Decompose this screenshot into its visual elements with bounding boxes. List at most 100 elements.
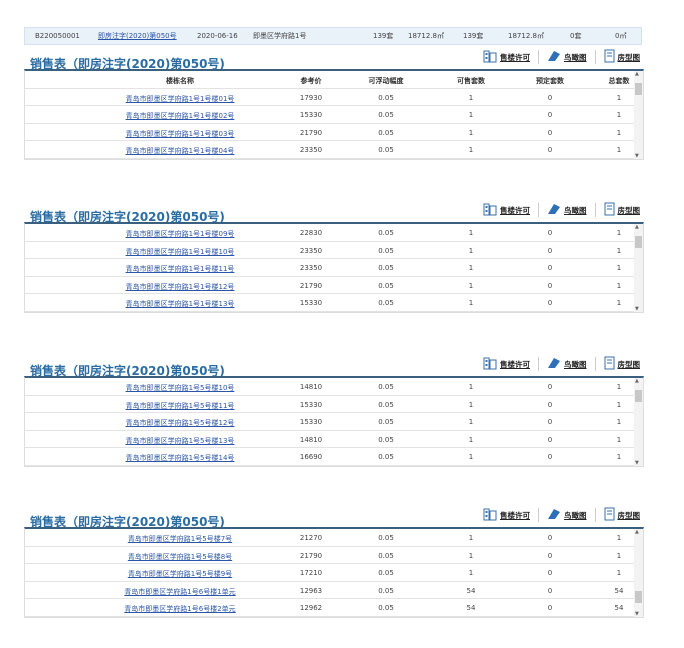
- building-link[interactable]: 青岛市即墨区学府路1号5号楼12号: [125, 419, 235, 427]
- table-row: 青岛市即墨区学府路1号1号楼12号 21790 0.05 1 0 1: [25, 277, 643, 294]
- available-count: 1: [468, 281, 474, 290]
- document-icon: [604, 202, 615, 218]
- divider: [538, 508, 539, 522]
- sales-table: 青岛市即墨区学府路1号5号楼7号 21270 0.05 1 0 1 青岛市即墨区学府路1号5…: [24, 527, 644, 618]
- scroll-up-icon[interactable]: ▲: [635, 224, 639, 230]
- available-count: 1: [468, 551, 474, 560]
- building-link[interactable]: 青岛市即墨区学府路1号1号楼02号: [125, 112, 235, 120]
- document-icon: [604, 356, 615, 372]
- building-link[interactable]: 青岛市即墨区学府路1号1号楼13号: [125, 300, 235, 308]
- float-range: 0.05: [378, 281, 394, 290]
- building-link[interactable]: 青岛市即墨区学府路1号1号楼09号: [125, 230, 235, 238]
- aerial-view-button[interactable]: 鸟瞰图: [547, 508, 587, 522]
- header-total-count: 总套数: [608, 77, 630, 85]
- scroll-up-icon[interactable]: ▲: [635, 71, 639, 77]
- building-link[interactable]: 青岛市即墨区学府路1号1号楼04号: [125, 147, 235, 155]
- scroll-thumb[interactable]: [635, 591, 642, 603]
- reserved-count: 0: [547, 146, 553, 154]
- scrollbar[interactable]: ▲ ▼: [634, 378, 643, 466]
- scroll-down-icon[interactable]: ▼: [635, 305, 639, 312]
- building-link[interactable]: 青岛市即墨区学府路1号1号楼01号: [125, 94, 235, 103]
- floor-plan-button[interactable]: 房型图: [604, 507, 640, 523]
- reserved-count: 0: [547, 418, 553, 426]
- aerial-view-button[interactable]: 鸟瞰图: [547, 203, 587, 217]
- aerial-view-button[interactable]: 鸟瞰图: [547, 50, 587, 64]
- reference-price: 14810: [299, 435, 323, 444]
- available-count: 1: [468, 453, 474, 461]
- total-count: 1: [616, 93, 622, 102]
- building-link[interactable]: 青岛市即墨区学府路1号1号楼12号: [125, 282, 235, 291]
- reserved-count: 0: [547, 281, 553, 290]
- float-range: 0.05: [378, 146, 394, 154]
- section-title: 销售表（即房注字(2020)第050号): [30, 515, 225, 529]
- available-sets: 139套: [463, 32, 484, 40]
- table-row: 青岛市即墨区学府路1号5号楼11号 15330 0.05 1 0 1: [25, 396, 643, 413]
- building-link[interactable]: 青岛市即墨区学府路1号5号楼8号: [127, 552, 233, 561]
- reference-price: 12962: [299, 604, 323, 612]
- building-link[interactable]: 青岛市即墨区学府路1号5号楼7号: [127, 535, 233, 543]
- scroll-up-icon[interactable]: ▲: [635, 378, 639, 384]
- sales-permit-button[interactable]: 售楼许可: [483, 508, 530, 523]
- floor-plan-button[interactable]: 房型图: [604, 202, 640, 218]
- reserved-count: 0: [547, 453, 553, 461]
- table-row: 青岛市即墨区学府路1号1号楼04号 23350 0.05 1 0 1: [25, 141, 643, 159]
- building-link[interactable]: 青岛市即墨区学府路1号5号楼14号: [125, 454, 235, 462]
- building-link[interactable]: 青岛市即墨区学府路1号6号楼2单元: [124, 605, 236, 613]
- scroll-down-icon[interactable]: ▼: [635, 152, 639, 159]
- reference-price: 22830: [299, 229, 323, 237]
- scroll-thumb[interactable]: [635, 236, 642, 248]
- available-area: 18712.8㎡: [508, 32, 544, 40]
- building-icon: [483, 357, 497, 372]
- float-range: 0.05: [378, 435, 394, 444]
- total-count: 1: [616, 246, 622, 255]
- sales-permit-button[interactable]: 售楼许可: [483, 50, 530, 65]
- building-link[interactable]: 青岛市即墨区学府路1号5号楼11号: [125, 401, 235, 410]
- float-range: 0.05: [378, 299, 394, 307]
- divider: [594, 50, 596, 64]
- available-count: 1: [468, 534, 474, 542]
- total-count: 1: [616, 400, 622, 409]
- divider: [594, 203, 596, 217]
- scrollbar[interactable]: ▲ ▼: [634, 71, 643, 159]
- table-row: 青岛市即墨区学府路1号1号楼03号 21790 0.05 1 0 1: [25, 124, 643, 141]
- total-count: 1: [616, 229, 622, 237]
- reserved-count: 0: [547, 128, 553, 137]
- sales-permit-button[interactable]: 售楼许可: [483, 203, 530, 218]
- reserved-count: 0: [547, 93, 553, 102]
- sales-permit-button[interactable]: 售楼许可: [483, 357, 530, 372]
- permit-link[interactable]: 即房注字(2020)第050号: [98, 32, 177, 40]
- building-link[interactable]: 青岛市即墨区学府路1号6号楼1单元: [124, 587, 236, 596]
- total-count: 1: [616, 264, 622, 272]
- aerial-view-button[interactable]: 鸟瞰图: [547, 357, 587, 371]
- scroll-thumb[interactable]: [635, 390, 642, 402]
- sold-area: 0㎡: [615, 32, 627, 40]
- building-icon: [483, 508, 497, 523]
- floor-plan-button[interactable]: 房型图: [604, 356, 640, 372]
- table-row: 青岛市即墨区学府路1号5号楼12号 15330 0.05 1 0 1: [25, 413, 643, 431]
- toolbar: 售楼许可 鸟瞰图 房型图: [483, 202, 640, 218]
- scrollbar[interactable]: ▲ ▼: [634, 224, 643, 312]
- sales-table: 青岛市即墨区学府路1号5号楼10号 14810 0.05 1 0 1 青岛市即墨区学府路1号…: [24, 376, 644, 467]
- float-range: 0.05: [378, 551, 394, 560]
- document-icon: [604, 49, 615, 65]
- reserved-count: 0: [547, 604, 553, 612]
- scroll-down-icon[interactable]: ▼: [635, 610, 639, 617]
- float-range: 0.05: [378, 604, 394, 612]
- scroll-down-icon[interactable]: ▼: [635, 459, 639, 466]
- float-range: 0.05: [378, 93, 394, 102]
- floor-plan-button[interactable]: 房型图: [604, 49, 640, 65]
- scrollbar[interactable]: ▲ ▼: [634, 529, 643, 617]
- total-count: 1: [616, 146, 622, 154]
- building-link[interactable]: 青岛市即墨区学府路1号1号楼03号: [125, 129, 235, 138]
- building-link[interactable]: 青岛市即墨区学府路1号5号楼13号: [125, 436, 235, 445]
- building-link[interactable]: 青岛市即墨区学府路1号5号楼10号: [125, 384, 235, 392]
- reference-price: 12963: [299, 586, 323, 595]
- building-link[interactable]: 青岛市即墨区学府路1号1号楼11号: [125, 265, 235, 273]
- scroll-thumb[interactable]: [635, 83, 642, 95]
- toolbar: 售楼许可 鸟瞰图 房型图: [483, 507, 640, 523]
- scroll-up-icon[interactable]: ▲: [635, 529, 639, 535]
- reference-price: 15330: [299, 400, 323, 409]
- aerial-icon: [547, 508, 561, 522]
- building-link[interactable]: 青岛市即墨区学府路1号5号楼9号: [127, 570, 233, 578]
- building-link[interactable]: 青岛市即墨区学府路1号1号楼10号: [125, 247, 235, 256]
